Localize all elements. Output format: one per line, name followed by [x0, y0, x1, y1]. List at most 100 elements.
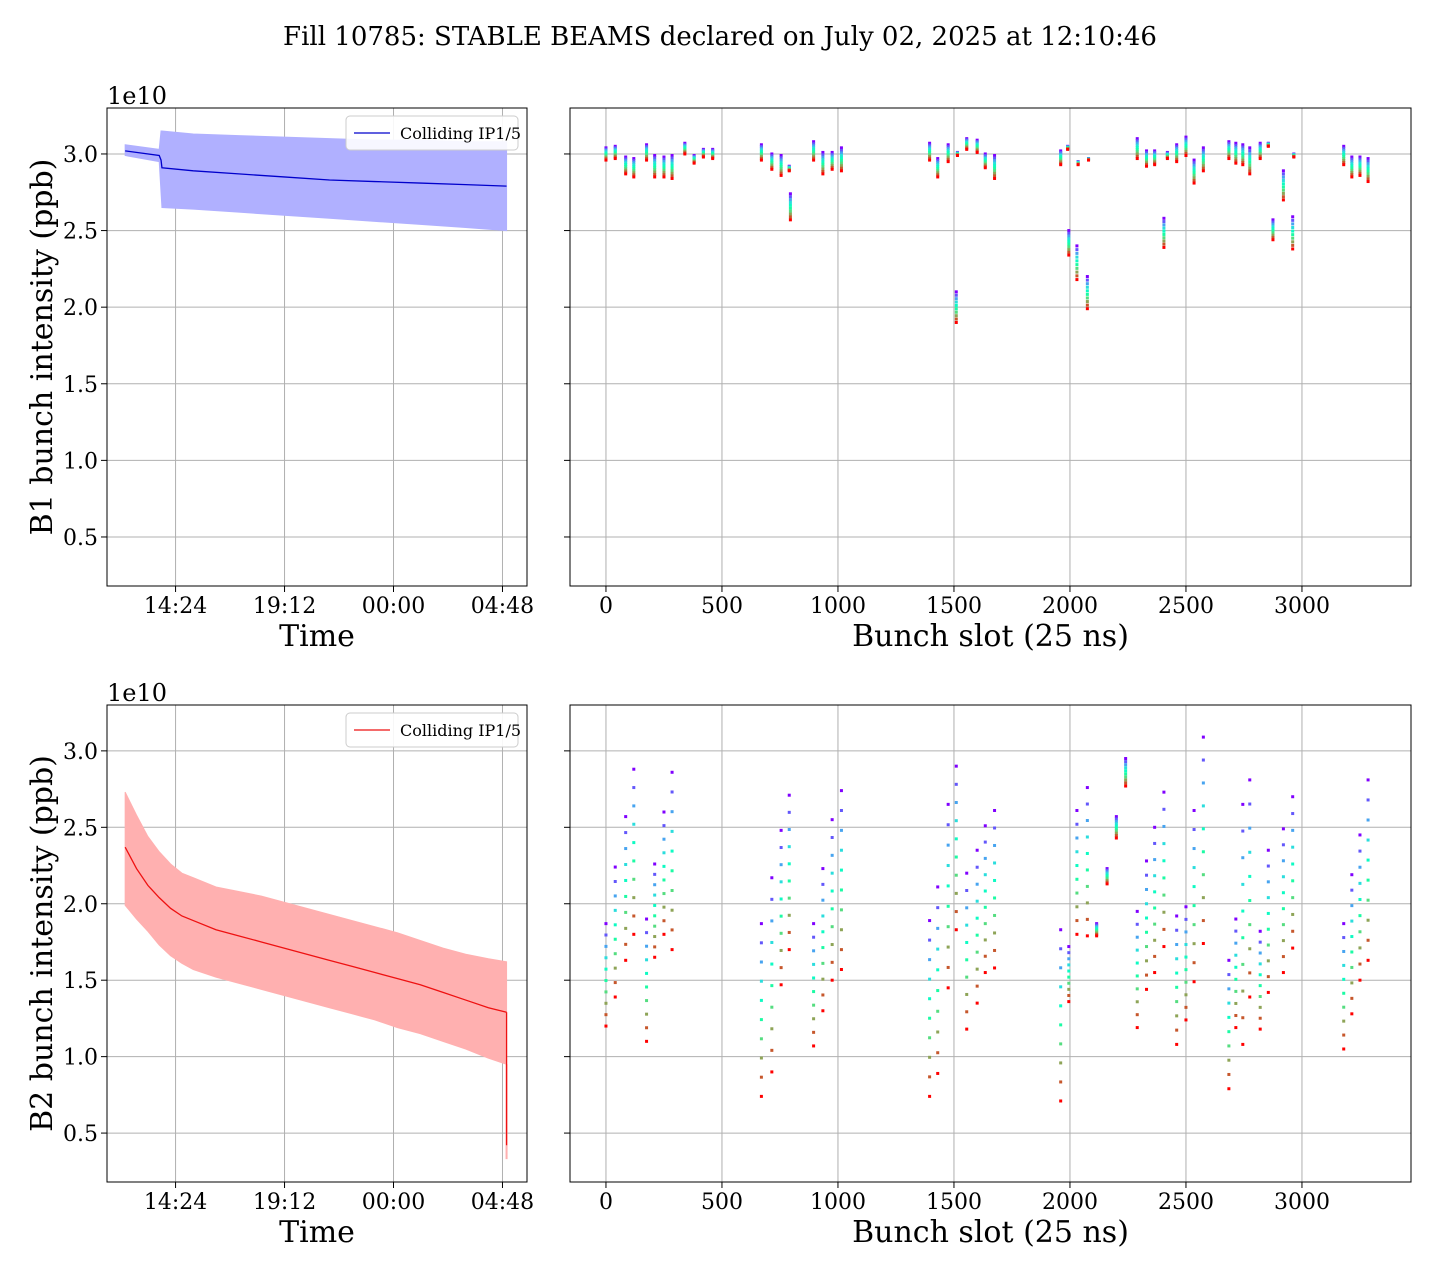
- bunch-point: [1350, 950, 1354, 954]
- bunch-point: [1201, 166, 1205, 170]
- bunch-point: [1067, 245, 1071, 249]
- bunch-point: [1234, 155, 1238, 159]
- bunch-point: [983, 164, 987, 168]
- bunch-point: [1234, 141, 1238, 145]
- bunch-point: [1291, 215, 1295, 219]
- bunch-point: [1192, 168, 1196, 172]
- bunch-point: [1124, 781, 1128, 785]
- bunch-point: [812, 146, 816, 150]
- bunch-point: [839, 948, 843, 952]
- bunch-point: [1281, 923, 1285, 927]
- bunch-point: [1114, 824, 1118, 828]
- bunch-point: [1248, 899, 1252, 903]
- bunch-point: [770, 984, 774, 988]
- bunch-point: [954, 310, 958, 314]
- bunch-point: [759, 960, 763, 964]
- bunch-point: [1234, 917, 1238, 921]
- bunch-point: [1292, 155, 1296, 159]
- x-axis-label: Time: [279, 1215, 355, 1250]
- bunch-point: [1075, 263, 1079, 267]
- bunch-point: [936, 165, 940, 169]
- bunch-point: [788, 203, 792, 207]
- bunch-point: [787, 948, 791, 952]
- y-tick-label: 0.5: [63, 526, 98, 551]
- bunch-point: [1241, 802, 1245, 806]
- bunch-point: [670, 889, 674, 892]
- bunch-point: [759, 1037, 763, 1041]
- bunch-point: [1059, 1004, 1063, 1008]
- bunch-point: [928, 151, 932, 155]
- bunch-point: [946, 802, 950, 806]
- bunch-point: [1162, 910, 1166, 914]
- bunch-point: [839, 159, 843, 163]
- bunch-point: [812, 140, 816, 144]
- bunch-point: [787, 810, 791, 814]
- bunch-point: [1075, 248, 1079, 252]
- bunch-point: [1291, 896, 1295, 900]
- bunch-point: [1366, 818, 1370, 822]
- bunch-point: [1258, 984, 1262, 988]
- bunch-point: [1184, 149, 1188, 153]
- bunch-point: [1201, 942, 1205, 945]
- bunch-point: [1075, 891, 1079, 895]
- bunch-point: [1153, 954, 1157, 958]
- bunch-point: [787, 845, 791, 849]
- bunch-point: [613, 923, 617, 927]
- bunch-point: [1350, 164, 1354, 168]
- bunch-point: [993, 913, 997, 917]
- bunch-point: [1291, 243, 1295, 247]
- bunch-point: [613, 894, 617, 898]
- bunch-point: [1342, 157, 1346, 161]
- bunch-point: [1366, 169, 1370, 173]
- bunch-point: [1162, 927, 1166, 931]
- bunch-point: [632, 165, 636, 169]
- bunch-point: [653, 914, 657, 918]
- bunch-point: [954, 819, 958, 823]
- bunch-point: [604, 956, 608, 960]
- bunch-point: [1366, 167, 1370, 171]
- bunch-point: [993, 931, 997, 935]
- bunch-point: [759, 979, 763, 983]
- bunch-point: [759, 146, 763, 150]
- bunch-point: [1059, 149, 1063, 153]
- bunch-point: [1175, 971, 1179, 975]
- bunch-point: [830, 165, 834, 169]
- bunch-point: [954, 873, 958, 877]
- bunch-point: [1248, 157, 1252, 161]
- bunch-point: [788, 209, 792, 213]
- bunch-point: [645, 158, 649, 162]
- bunch-point: [1184, 955, 1188, 959]
- bunch-point: [632, 804, 636, 808]
- bunch-point: [632, 159, 636, 163]
- bunch-point: [645, 944, 649, 948]
- bunch-point: [1266, 990, 1270, 994]
- bunch-point: [983, 161, 987, 165]
- legend-label: Colliding IP1/5: [400, 124, 521, 143]
- bunch-point: [1059, 928, 1063, 932]
- bunch-point: [1201, 156, 1205, 160]
- bunch-point: [830, 164, 834, 168]
- bunch-point: [779, 914, 783, 918]
- figure-title: Fill 10785: STABLE BEAMS declared on Jul…: [283, 22, 1157, 52]
- bunch-point: [759, 144, 763, 148]
- bunch-point: [1135, 154, 1139, 158]
- bunch-point: [983, 922, 987, 926]
- panel-b1-time: 14:24 19:12 00:00 04:48 0.5 1.0 1.5 2.0 2.5 3.0 Co…: [25, 82, 534, 654]
- bunch-point: [788, 192, 792, 196]
- bunch-point: [936, 157, 940, 161]
- bunch-point: [1201, 896, 1205, 900]
- bunch-point: [1075, 850, 1079, 854]
- bunch-point: [770, 160, 774, 164]
- bunch-point: [1192, 904, 1196, 908]
- bunch-point: [954, 317, 958, 321]
- bunch-point: [1350, 965, 1354, 969]
- bunch-point: [1258, 150, 1262, 154]
- bunch-point: [812, 150, 816, 154]
- bunch-point: [1258, 157, 1262, 161]
- bunch-point: [1175, 143, 1179, 147]
- bunch-point: [645, 985, 649, 989]
- bunch-point: [1358, 881, 1362, 885]
- bunch-point: [1075, 266, 1079, 270]
- bunch-point: [975, 950, 979, 954]
- bunch-point: [936, 885, 940, 889]
